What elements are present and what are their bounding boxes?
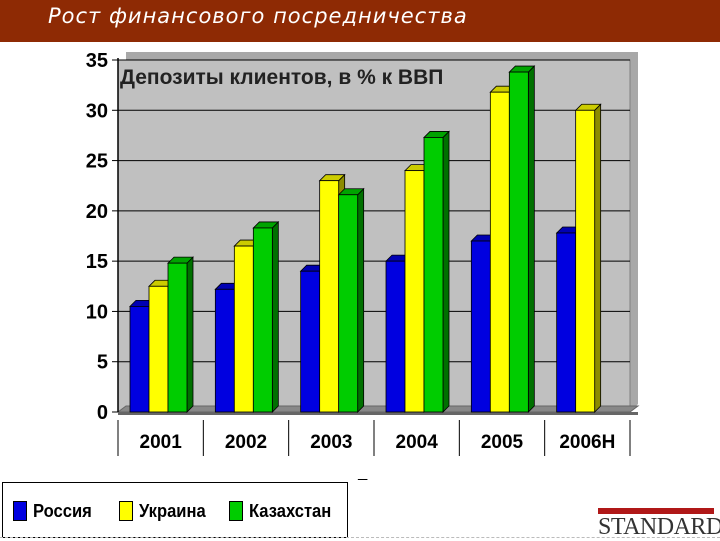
- x-tick-label: 2003: [310, 432, 352, 453]
- chart-title: Депозиты клиентов, в % к ВВП: [120, 66, 443, 89]
- bar: [470, 240, 491, 413]
- bar: [300, 270, 321, 413]
- bar-side: [271, 220, 279, 413]
- deposits-bar-chart: 0 5 10 15 20 25 30 35 Депозиты клиентов, в % к В…: [86, 50, 640, 480]
- bar-side: [594, 103, 602, 413]
- bar: [148, 285, 169, 413]
- x-tick-label: 2002: [225, 432, 267, 453]
- bar: [252, 227, 273, 413]
- bar: [575, 109, 596, 413]
- bar: [319, 180, 340, 413]
- legend-swatch-russia: [13, 501, 27, 521]
- bar: [508, 71, 529, 413]
- y-tick-label: 0: [97, 402, 108, 424]
- x-tick-label: 2005: [481, 432, 524, 453]
- bar: [489, 91, 510, 413]
- logo-accent: [598, 508, 714, 514]
- legend-label-russia: Россия: [33, 500, 92, 521]
- bar: [423, 137, 444, 413]
- legend-swatch-ukraine: [119, 501, 133, 521]
- legend-swatch-kazakhstan: [229, 501, 243, 521]
- legend-label-kazakhstan: Казахстан: [249, 500, 332, 521]
- bar: [385, 260, 406, 413]
- x-tick-label: 2001: [140, 432, 183, 453]
- bar: [214, 288, 235, 413]
- plot-area: [117, 59, 631, 413]
- legend-label-ukraine: Украина: [139, 500, 206, 521]
- chart-legend: Россия Украина Казахстан: [2, 482, 348, 538]
- bar-side: [357, 187, 365, 413]
- bar-side: [527, 65, 535, 413]
- y-tick-label: 25: [86, 151, 108, 173]
- legend-item-kazakhstan: Казахстан: [229, 501, 338, 521]
- bar: [233, 245, 254, 413]
- bar: [404, 170, 425, 413]
- y-tick-label: 35: [86, 50, 108, 72]
- y-tick-label: 15: [86, 251, 108, 273]
- x-tick-label: 2004: [396, 432, 439, 453]
- y-tick-label: 30: [86, 100, 108, 122]
- standard-logo: STANDARD: [598, 514, 720, 540]
- bar: [129, 305, 150, 413]
- bar-side: [442, 130, 450, 413]
- header-bar: Рост финансового посредничества: [0, 0, 720, 42]
- plot-floor-edge: [118, 412, 638, 415]
- y-tick-label: 10: [86, 301, 108, 323]
- bar: [338, 194, 359, 413]
- x-tick-label: 2006Н: [559, 432, 615, 453]
- bar-side: [186, 256, 194, 413]
- bar: [556, 232, 577, 413]
- bar: [167, 262, 188, 413]
- x-axis-label: Год: [357, 476, 392, 480]
- footer-divider: [0, 537, 720, 538]
- legend-item-russia: Россия: [13, 501, 97, 521]
- y-tick-label: 5: [97, 352, 108, 374]
- page-title: Рост финансового посредничества: [48, 4, 468, 28]
- legend-item-ukraine: Украина: [119, 501, 211, 521]
- y-tick-label: 20: [86, 201, 108, 223]
